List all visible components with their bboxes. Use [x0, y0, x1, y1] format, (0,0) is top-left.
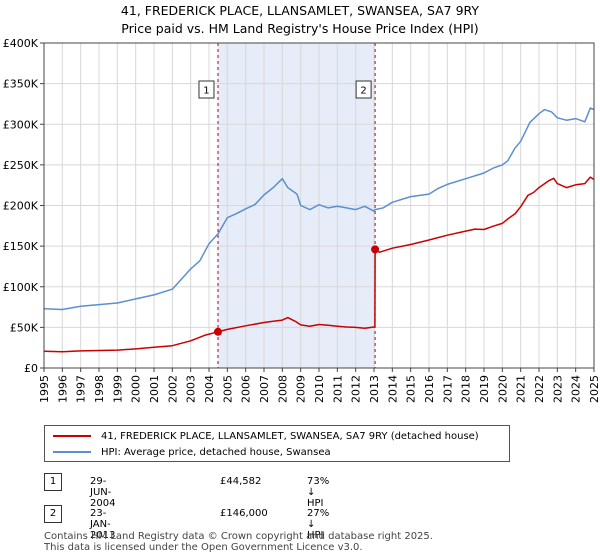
x-tick-label: 2008 [276, 375, 289, 403]
y-tick-label: £350K [3, 78, 39, 91]
x-tick-label: 2023 [551, 375, 564, 403]
x-tick-label: 2012 [350, 375, 363, 403]
sale-marker-number: 2 [360, 86, 366, 97]
legend-swatch-hpi [53, 451, 91, 453]
sale-marker-box [355, 80, 372, 99]
transaction-date: 29-JUN-2004 [90, 476, 116, 509]
transaction-price: £44,582 [220, 476, 262, 487]
sale-point [213, 327, 222, 336]
footer-copyright: Contains HM Land Registry data © Crown c… [44, 531, 433, 542]
legend-item-property: 41, FREDERICK PLACE, LLANSAMLET, SWANSEA… [53, 428, 479, 444]
x-tick-label: 2004 [203, 375, 216, 403]
y-tick-label: £100K [3, 281, 39, 294]
transaction-hpi-diff: 27% ↓ HPI [307, 508, 330, 541]
x-tick-label: 2010 [313, 375, 326, 403]
x-tick-label: 2015 [405, 375, 418, 403]
x-tick-label: 2014 [386, 375, 399, 403]
legend-label-property: 41, FREDERICK PLACE, LLANSAMLET, SWANSEA… [101, 430, 479, 442]
x-tick-label: 1998 [93, 375, 106, 403]
legend-label-hpi: HPI: Average price, detached house, Swan… [101, 446, 331, 458]
price-chart: 1 2 £0 £50K £100K £150K £200K £250K £300K £350K £… [3, 37, 600, 403]
sale-marker-label: 1 [198, 80, 215, 99]
chart-subtitle: Price paid vs. HM Land Registry's House … [121, 21, 479, 36]
x-tick-label: 2019 [478, 375, 491, 403]
x-tick-label: 1999 [111, 375, 124, 403]
x-tick-label: 2011 [331, 375, 344, 403]
y-tick-label: £300K [3, 118, 39, 131]
footer-licence: This data is licensed under the Open Gov… [44, 542, 363, 553]
x-tick-label: 2009 [295, 375, 308, 403]
x-tick-label: 2006 [240, 375, 253, 403]
transaction-hpi-diff: 73% ↓ HPI [307, 476, 330, 509]
property-price-line [43, 176, 595, 353]
transaction-number: 1 [44, 473, 62, 491]
x-tick-label: 2002 [166, 375, 179, 403]
hpi-line [43, 107, 595, 311]
legend-item-hpi: HPI: Average price, detached house, Swan… [53, 444, 331, 460]
y-tick-label: £50K [10, 321, 39, 334]
y-tick-label: £400K [3, 37, 39, 50]
sale-marker-box [198, 80, 215, 99]
sale-point [371, 245, 380, 254]
x-tick-label: 2021 [515, 375, 528, 403]
legend-swatch-property [53, 435, 91, 437]
x-tick-label: 2022 [533, 375, 546, 403]
x-tick-label: 2017 [441, 375, 454, 403]
transaction-price: £146,000 [220, 508, 268, 519]
x-tick-label: 2016 [423, 375, 436, 403]
y-tick-label: £150K [3, 240, 39, 253]
transaction-date: 23-JAN-2013 [90, 508, 116, 541]
x-tick-label: 2000 [130, 375, 143, 403]
x-tick-label: 2024 [570, 375, 583, 403]
x-tick-label: 2007 [258, 375, 271, 403]
transaction-number: 2 [44, 505, 62, 523]
x-tick-label: 2013 [368, 375, 381, 403]
x-tick-label: 1997 [75, 375, 88, 403]
x-tick-label: 2003 [185, 375, 198, 403]
x-tick-label: 2018 [460, 375, 473, 403]
sale-marker-label: 2 [355, 80, 372, 99]
x-tick-label: 2001 [148, 375, 161, 403]
x-tick-label: 1996 [56, 375, 69, 403]
chart-title: 41, FREDERICK PLACE, LLANSAMLET, SWANSEA… [120, 3, 480, 18]
y-tick-label: £0 [24, 362, 38, 375]
x-tick-label: 2005 [221, 375, 234, 403]
y-tick-label: £250K [3, 159, 39, 172]
y-tick-label: £200K [3, 200, 39, 213]
sale-marker-number: 1 [203, 86, 209, 97]
x-tick-label: 1995 [38, 375, 51, 403]
x-tick-label: 2025 [588, 375, 600, 403]
legend: 41, FREDERICK PLACE, LLANSAMLET, SWANSEA… [44, 425, 510, 462]
x-tick-label: 2020 [496, 375, 509, 403]
